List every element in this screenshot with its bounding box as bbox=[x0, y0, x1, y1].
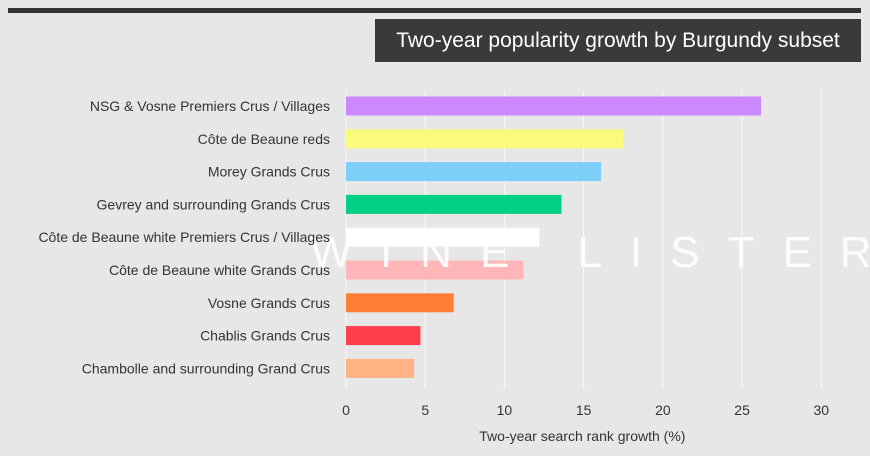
x-tick-label: 15 bbox=[576, 402, 592, 418]
bar bbox=[346, 194, 562, 214]
category-label-layer: NSG & Vosne Premiers Crus / Villages Côte… bbox=[38, 98, 330, 376]
x-tick-label: 0 bbox=[342, 402, 350, 418]
category-label: Côte de Beaune white Premiers Crus / Vil… bbox=[38, 229, 330, 245]
tick-layer: 0 5 10 15 20 25 30 bbox=[342, 402, 829, 418]
chart-title: Two-year popularity growth by Burgundy s… bbox=[375, 19, 861, 62]
x-tick-label: 20 bbox=[655, 402, 671, 418]
category-label: Chambolle and surrounding Grand Crus bbox=[82, 360, 330, 376]
category-label: Vosne Grands Crus bbox=[208, 295, 330, 311]
category-label: Côte de Beaune reds bbox=[198, 131, 330, 147]
bar bbox=[346, 96, 762, 116]
bar bbox=[346, 227, 540, 247]
x-tick-label: 30 bbox=[814, 402, 830, 418]
watermark-layer: WINE LISTER bbox=[310, 228, 870, 277]
bar-layer bbox=[346, 96, 762, 378]
x-tick-label: 10 bbox=[497, 402, 513, 418]
bar bbox=[346, 260, 524, 280]
bar bbox=[346, 129, 624, 149]
category-label: Chablis Grands Crus bbox=[200, 328, 330, 344]
x-tick-label: 5 bbox=[421, 402, 429, 418]
x-tick-label: 25 bbox=[734, 402, 750, 418]
top-rule bbox=[8, 8, 861, 13]
category-label: Morey Grands Crus bbox=[208, 164, 330, 180]
bar bbox=[346, 326, 421, 346]
category-label: NSG & Vosne Premiers Crus / Villages bbox=[90, 98, 330, 114]
bar bbox=[346, 358, 415, 378]
category-label: Gevrey and surrounding Grands Crus bbox=[97, 196, 330, 212]
bar bbox=[346, 293, 454, 313]
category-label: Côte de Beaune white Grands Crus bbox=[109, 262, 330, 278]
x-axis-title: Two-year search rank growth (%) bbox=[479, 428, 685, 444]
watermark-logo: WINE LISTER bbox=[310, 228, 870, 277]
bar bbox=[346, 162, 602, 182]
